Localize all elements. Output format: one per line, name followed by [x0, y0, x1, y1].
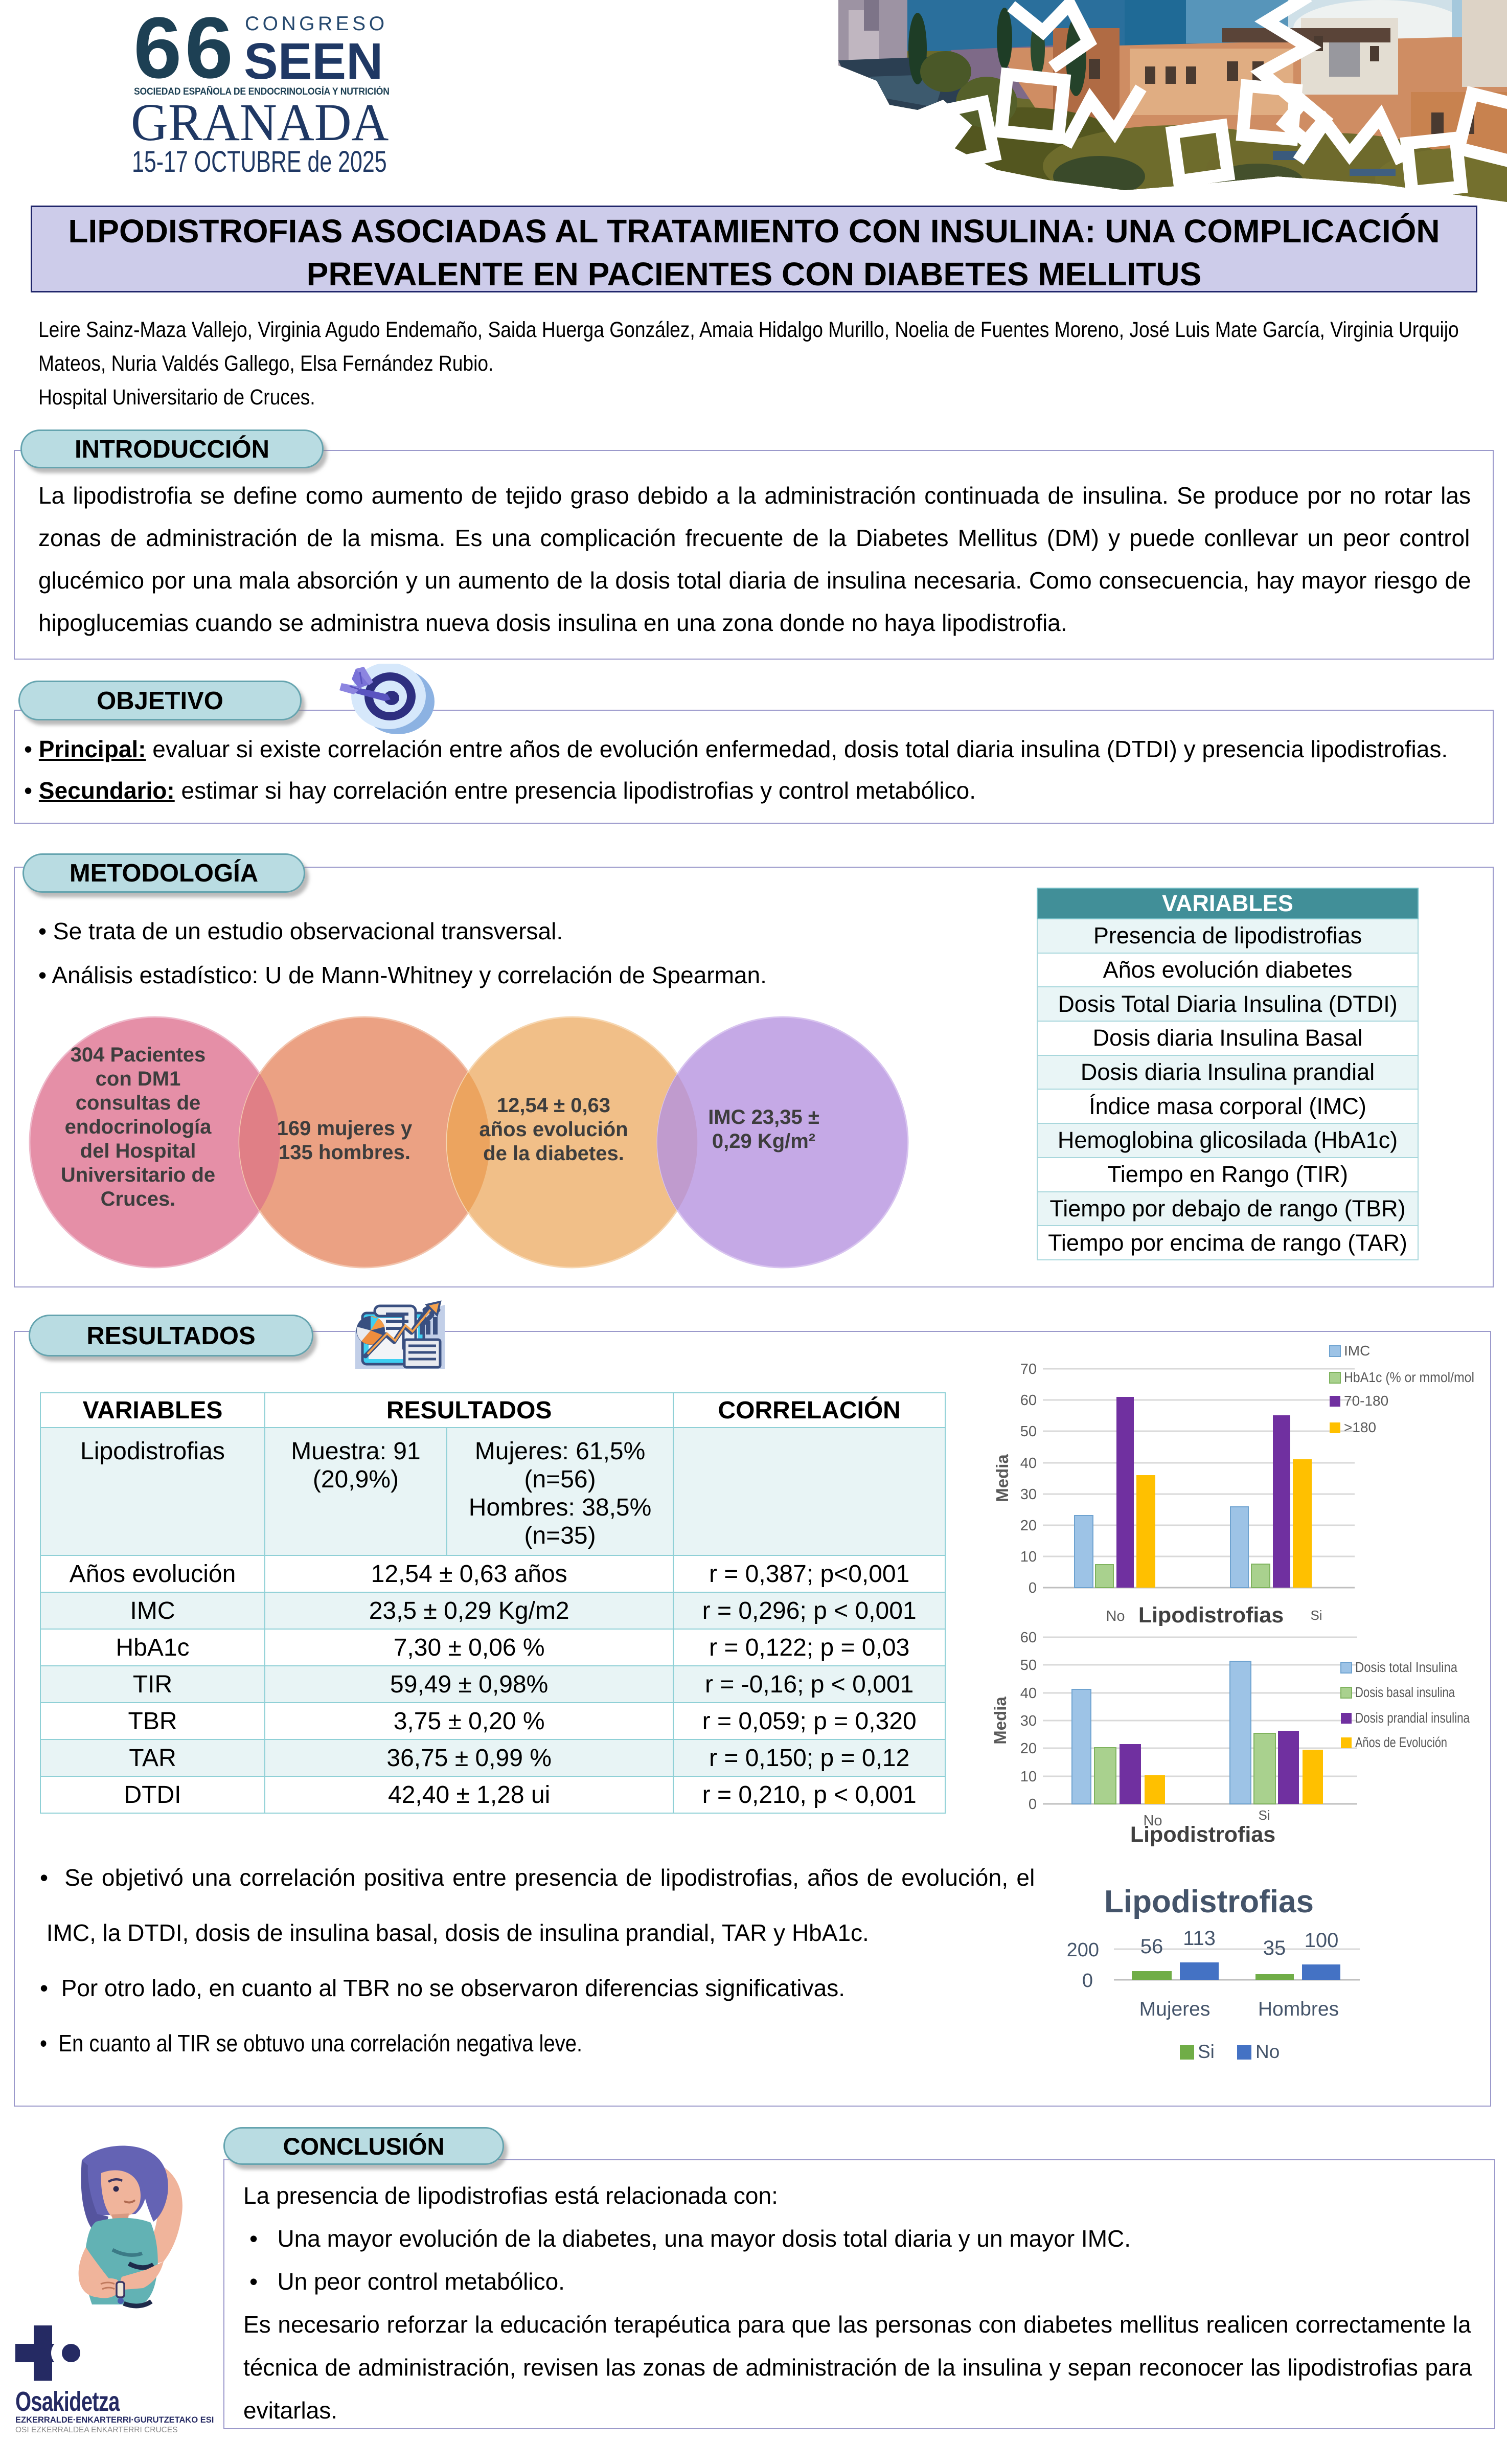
- svg-text:Lipodistrofias: Lipodistrofias: [1104, 1884, 1314, 1919]
- svg-text:169 mujeres y: 169 mujeres y: [277, 1117, 413, 1140]
- svg-text:Lipodistrofias: Lipodistrofias: [1138, 1603, 1284, 1626]
- svg-text:60: 60: [1020, 1392, 1037, 1409]
- svg-text:Dosis basal insulina: Dosis basal insulina: [1355, 1684, 1455, 1700]
- svg-text:consultas de: consultas de: [76, 1092, 201, 1114]
- svg-text:del Hospital: del Hospital: [80, 1140, 196, 1162]
- svg-text:35: 35: [1263, 1937, 1286, 1959]
- svg-text:30: 30: [1020, 1713, 1037, 1729]
- svg-text:HbA1c (% or mmol/mol: HbA1c (% or mmol/mol: [1344, 1369, 1474, 1385]
- svg-text:12,54 ± 0,63: 12,54 ± 0,63: [497, 1094, 610, 1117]
- svg-text:56: 56: [1140, 1935, 1163, 1958]
- svg-text:de la diabetes.: de la diabetes.: [483, 1142, 624, 1165]
- svg-text:>180: >180: [1344, 1419, 1376, 1435]
- svg-text:Si: Si: [1310, 1608, 1322, 1623]
- svg-text:20: 20: [1020, 1740, 1037, 1757]
- svg-text:Años de Evolución: Años de Evolución: [1355, 1734, 1447, 1750]
- svg-text:No: No: [1106, 1608, 1125, 1624]
- svg-text:Mujeres: Mujeres: [1139, 1998, 1211, 2020]
- svg-text:con DM1: con DM1: [96, 1068, 181, 1090]
- svg-text:200: 200: [1067, 1939, 1099, 1961]
- svg-text:40: 40: [1020, 1455, 1037, 1472]
- svg-text:años evolución: años evolución: [479, 1118, 628, 1141]
- svg-text:Hombres: Hombres: [1258, 1998, 1339, 2020]
- svg-text:70-180: 70-180: [1344, 1393, 1388, 1409]
- svg-text:100: 100: [1305, 1929, 1339, 1952]
- svg-text:304 Pacientes: 304 Pacientes: [71, 1044, 206, 1066]
- svg-text:60: 60: [1020, 1631, 1037, 1646]
- svg-text:Si: Si: [1198, 2041, 1215, 2062]
- svg-text:0: 0: [1082, 1970, 1093, 1992]
- svg-text:Universitario de: Universitario de: [61, 1164, 215, 1186]
- svg-text:IMC: IMC: [1344, 1343, 1370, 1359]
- svg-text:Media: Media: [991, 1697, 1010, 1745]
- svg-text:135 hombres.: 135 hombres.: [279, 1141, 410, 1164]
- svg-text:0,29 Kg/m²: 0,29 Kg/m²: [712, 1130, 815, 1152]
- svg-text:No: No: [1255, 2041, 1280, 2062]
- svg-text:113: 113: [1183, 1927, 1216, 1950]
- svg-text:70: 70: [1020, 1361, 1037, 1377]
- svg-text:Dosis total Insulina: Dosis total Insulina: [1355, 1659, 1457, 1675]
- svg-text:50: 50: [1020, 1657, 1037, 1674]
- svg-text:Cruces.: Cruces.: [101, 1188, 176, 1210]
- svg-text:Media: Media: [993, 1454, 1012, 1502]
- svg-text:30: 30: [1020, 1486, 1037, 1503]
- svg-text:0: 0: [1029, 1796, 1037, 1813]
- svg-text:10: 10: [1020, 1549, 1037, 1565]
- svg-text:40: 40: [1020, 1685, 1037, 1702]
- svg-text:10: 10: [1020, 1769, 1037, 1785]
- svg-text:IMC 23,35 ±: IMC 23,35 ±: [708, 1106, 819, 1128]
- svg-text:20: 20: [1020, 1518, 1037, 1534]
- svg-text:0: 0: [1029, 1580, 1037, 1596]
- svg-text:Dosis prandial insulina: Dosis prandial insulina: [1355, 1710, 1470, 1726]
- svg-text:No: No: [1143, 1813, 1162, 1829]
- svg-text:Lipodistrofias: Lipodistrofias: [1130, 1822, 1275, 1847]
- svg-text:endocrinología: endocrinología: [65, 1116, 212, 1138]
- svg-text:Si: Si: [1258, 1807, 1270, 1823]
- svg-text:50: 50: [1020, 1423, 1037, 1440]
